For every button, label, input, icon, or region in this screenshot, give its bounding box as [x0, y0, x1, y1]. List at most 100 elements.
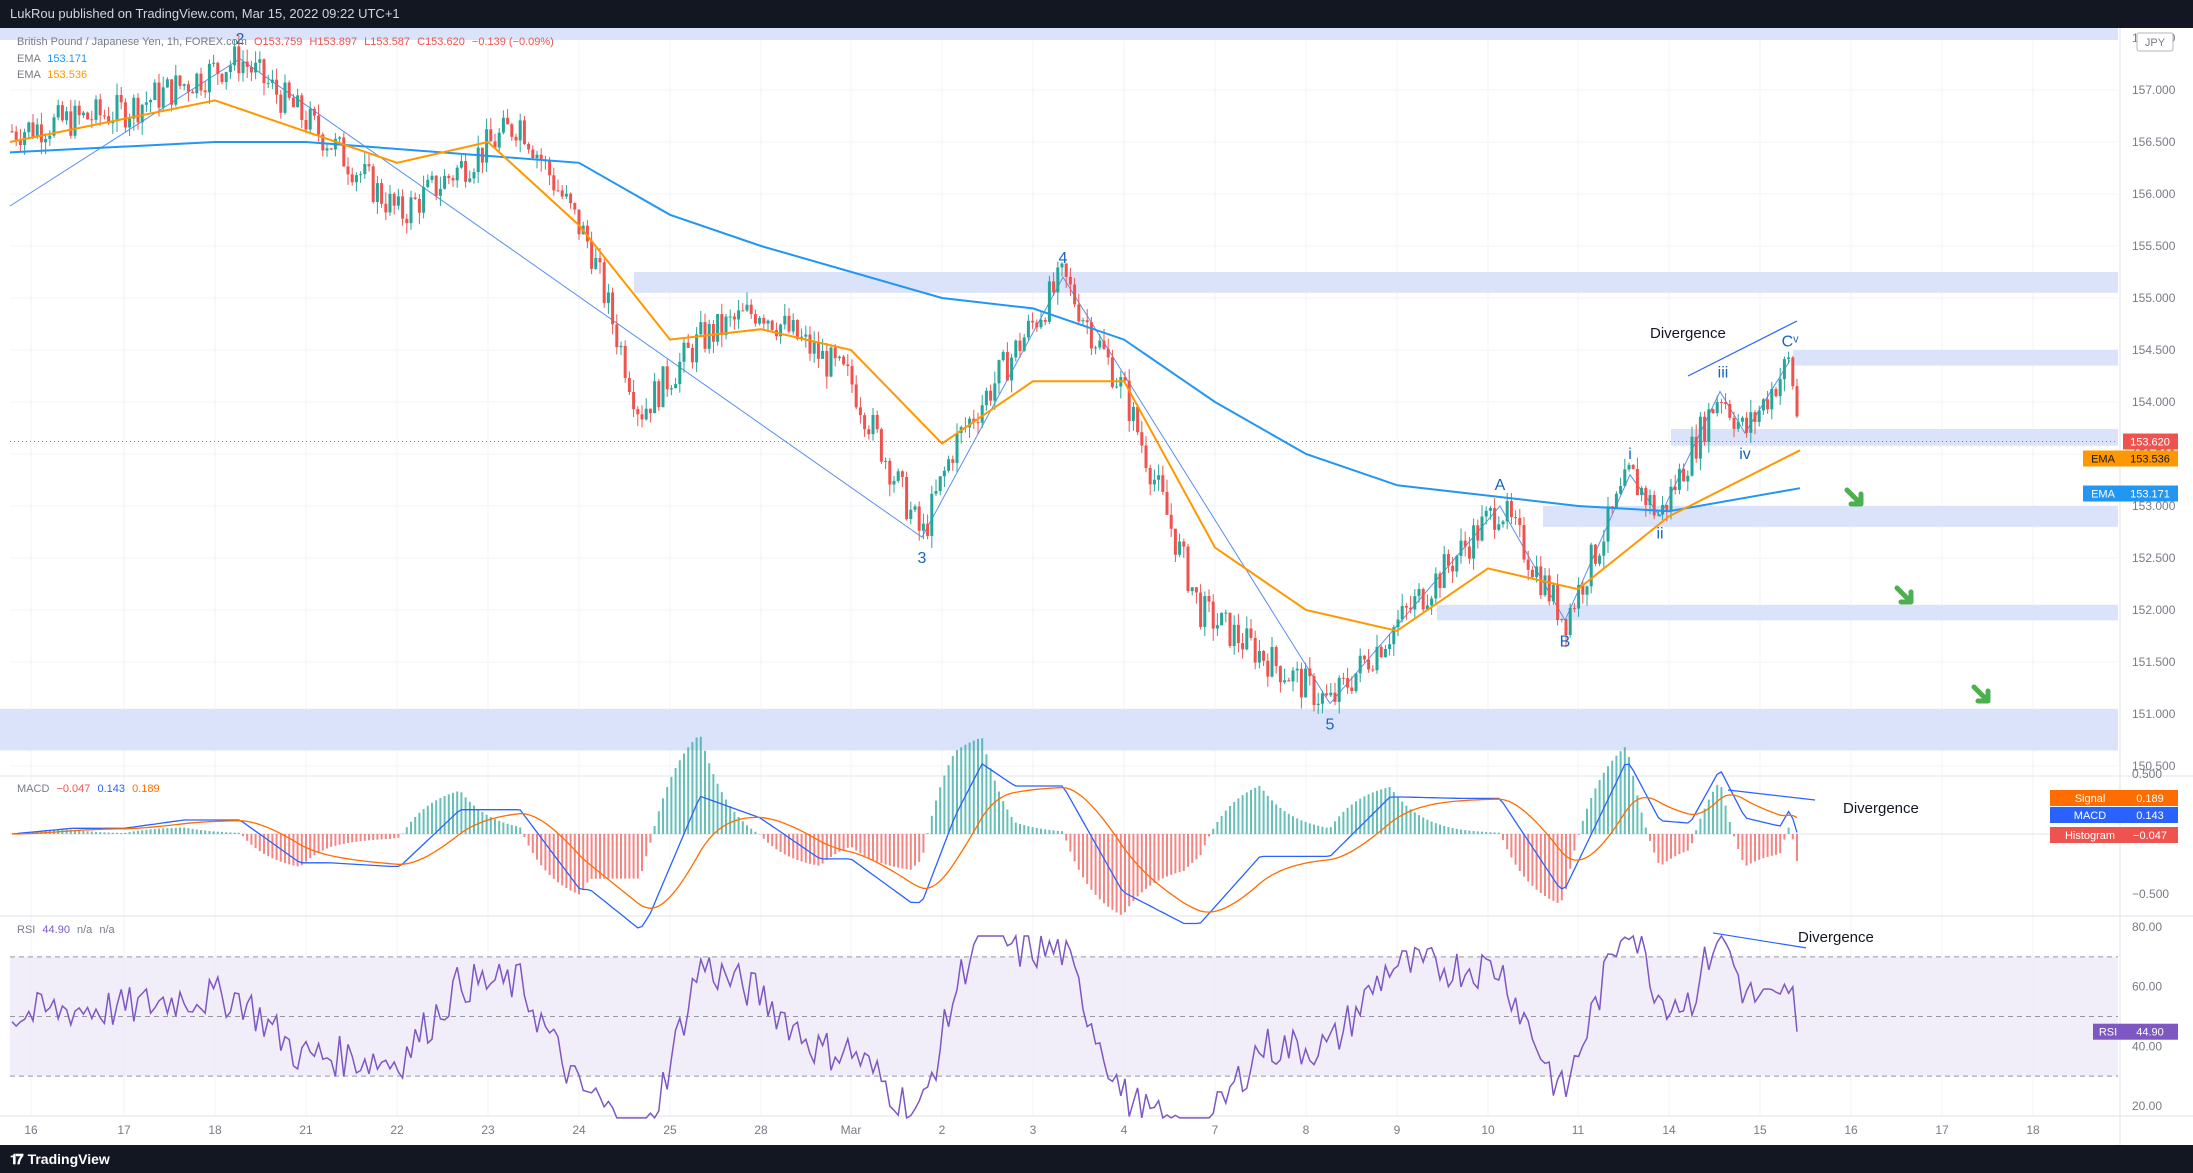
candle-body — [1488, 508, 1492, 511]
candle-body — [934, 491, 938, 494]
wave-label-wave_B: B — [1560, 633, 1571, 650]
chart-panel[interactable]: 157.500157.000156.500156.000155.500155.0… — [0, 28, 2193, 1145]
candle-body — [674, 384, 678, 389]
candle-body — [590, 241, 594, 269]
ema-orange-tag-label: EMA — [2091, 454, 2116, 466]
candle-body — [35, 124, 39, 138]
rsi-tick-label: 80.00 — [2132, 920, 2162, 934]
candle-body — [1665, 504, 1669, 511]
candle-body — [115, 95, 119, 122]
candle-body — [1413, 596, 1417, 610]
candle-body — [753, 314, 757, 324]
candle-body — [1333, 692, 1337, 702]
candle-body — [48, 135, 52, 139]
candle-body — [346, 166, 350, 175]
price-tick-label: 156.500 — [2132, 135, 2176, 149]
macd-histogram-tag-bg — [2050, 827, 2178, 843]
ema-lines — [9, 99, 2118, 632]
candle-body — [522, 120, 526, 144]
supply-demand-zones — [0, 28, 2118, 751]
time-tick-label: 25 — [663, 1123, 677, 1137]
candle-body — [623, 345, 627, 379]
candle-body — [1446, 554, 1450, 566]
chart-svg[interactable]: 157.500157.000156.500156.000155.500155.0… — [0, 28, 2193, 1145]
candle-body — [132, 97, 136, 119]
candle-body — [812, 342, 816, 354]
candle-body — [497, 132, 501, 148]
l-label: L — [364, 36, 371, 48]
candle-body — [510, 124, 514, 137]
ema-blue-tag-value: 153.171 — [2130, 489, 2170, 501]
candle-body — [476, 147, 480, 173]
candle-body — [854, 384, 858, 408]
candle-body — [1627, 464, 1631, 470]
candle-body — [1732, 417, 1736, 429]
candle-body — [913, 506, 917, 510]
candle-body — [968, 418, 972, 428]
ema-blue-tag-label-bg — [2083, 485, 2123, 502]
candle-body — [245, 61, 249, 67]
candle-body — [1026, 320, 1030, 338]
candle-body — [947, 459, 951, 471]
candle-body — [199, 73, 203, 91]
macd-histogram-tag-value: −0.047 — [2133, 830, 2167, 842]
candle-body — [1106, 348, 1110, 358]
candle-body — [388, 193, 392, 213]
candle-body — [18, 139, 22, 146]
candle-body — [94, 99, 98, 120]
last-price-tag-value-bg — [2123, 433, 2178, 450]
candle-body — [1589, 544, 1593, 587]
rsi-tag-label-bg — [2093, 1023, 2123, 1040]
time-tick-label: 3 — [1030, 1123, 1037, 1137]
candle-body — [1236, 624, 1240, 644]
ema-blue-line — [9, 141, 1801, 513]
candle-body — [955, 432, 959, 463]
candle-body — [1480, 516, 1484, 541]
candle-body — [1165, 491, 1169, 515]
candle-body — [905, 476, 909, 520]
candle-body — [52, 117, 56, 136]
candle-body — [665, 366, 669, 390]
candle-body — [1098, 340, 1102, 348]
candle-body — [1178, 541, 1182, 555]
down-arrow-icon — [1894, 585, 1914, 605]
time-tick-label: 4 — [1121, 1123, 1128, 1137]
candle-body — [203, 90, 207, 93]
candle-body — [518, 120, 522, 141]
candle-body — [1669, 486, 1673, 511]
candle-body — [1350, 687, 1354, 692]
legend-c: C153.620 — [417, 36, 465, 48]
candle-body — [136, 97, 140, 123]
candle-body — [413, 197, 417, 199]
candle-body — [1409, 607, 1413, 610]
candle-body — [1740, 417, 1744, 422]
candle-body — [422, 187, 426, 213]
candle-body — [1383, 649, 1387, 658]
candle-body — [1220, 612, 1224, 626]
rsi-tag-value-bg — [2123, 1023, 2178, 1040]
candle-body — [1396, 619, 1400, 628]
rsi-tick-label: 60.00 — [2132, 980, 2162, 994]
candle-body — [1152, 479, 1156, 485]
candle-body — [1631, 464, 1635, 470]
candle-body — [1501, 521, 1505, 525]
candle-body — [884, 460, 888, 462]
rsi-legend-label: RSI — [17, 924, 36, 936]
candle-body — [1035, 322, 1039, 328]
candle-body — [1068, 276, 1072, 285]
candle-body — [153, 82, 157, 101]
candle-body — [1346, 678, 1350, 688]
time-tick-label: 23 — [481, 1123, 495, 1137]
candle-body — [90, 119, 94, 121]
candle-body — [699, 322, 703, 335]
candle-body — [1602, 541, 1606, 556]
candle-body — [1497, 524, 1501, 530]
time-tick-label: 9 — [1394, 1123, 1401, 1137]
macd-legend: MACD −0.047 0.143 0.189 — [17, 783, 160, 795]
divergence-rsi-label: Divergence — [1798, 929, 1874, 946]
candle-body — [938, 476, 942, 492]
candle-body — [993, 383, 997, 401]
candle-body — [392, 193, 396, 206]
candle-body — [178, 75, 182, 86]
currency-badge — [2136, 32, 2174, 52]
